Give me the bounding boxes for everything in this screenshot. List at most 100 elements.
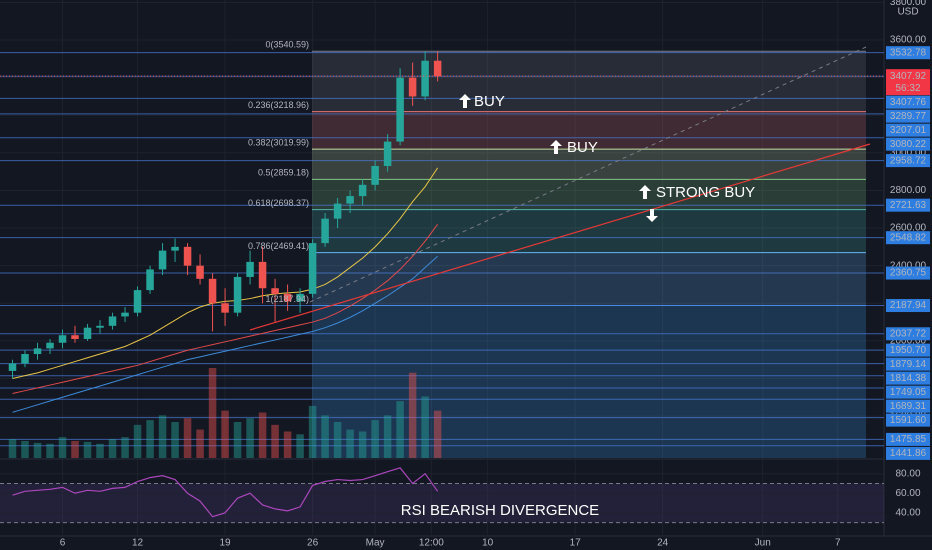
x-tick-label: May bbox=[366, 538, 385, 549]
countdown: 56:32 bbox=[895, 83, 920, 94]
x-tick-label: 12 bbox=[132, 538, 144, 549]
volume-bar bbox=[158, 415, 167, 458]
price-level-badge bbox=[886, 299, 930, 313]
x-tick-label: 26 bbox=[307, 538, 319, 549]
volume-bar bbox=[308, 405, 317, 458]
currency-label: USD bbox=[897, 7, 918, 18]
current-price: 3407.92 bbox=[890, 71, 927, 82]
x-tick-label: 12:00 bbox=[419, 538, 444, 549]
volume-bar bbox=[433, 410, 442, 458]
price-level-label: 3407.76 bbox=[890, 97, 927, 108]
current-price-badge bbox=[886, 69, 930, 96]
candle-body bbox=[433, 60, 442, 77]
volume-bar bbox=[108, 439, 117, 458]
candle-body bbox=[8, 363, 17, 371]
fib-label: 0.786(2469.41) bbox=[248, 241, 309, 251]
rsi-line bbox=[12, 467, 439, 518]
fib-label: 0.382(3019.99) bbox=[248, 137, 309, 147]
up-arrow bbox=[550, 140, 562, 154]
price-level-label: 2187.94 bbox=[890, 300, 927, 311]
fib-zone bbox=[312, 305, 866, 458]
y-tick-label: 2000.00 bbox=[890, 336, 927, 347]
volume-bar bbox=[33, 442, 42, 458]
candle-body bbox=[108, 316, 117, 326]
x-tick-label: 6 bbox=[60, 538, 66, 549]
volume-bar bbox=[321, 415, 329, 458]
candle-body bbox=[46, 342, 54, 349]
price-level-label: 1814.38 bbox=[890, 373, 927, 384]
fib-label: 0.5(2859.18) bbox=[258, 168, 309, 178]
candle-body bbox=[221, 303, 229, 313]
up-arrow bbox=[459, 94, 471, 108]
candle-body bbox=[308, 243, 317, 294]
volume-bar bbox=[258, 412, 267, 458]
price-level-badge bbox=[886, 46, 930, 60]
price-level-badge bbox=[886, 413, 930, 427]
y-tick-label: 3000.00 bbox=[890, 147, 927, 158]
volume-bar bbox=[146, 420, 154, 458]
price-level-badge bbox=[886, 327, 930, 341]
y-tick-label: 2800.00 bbox=[890, 185, 927, 196]
y-tick-label: 2600.00 bbox=[890, 223, 927, 234]
price-level-badge bbox=[886, 123, 930, 137]
volume-bar bbox=[8, 439, 17, 458]
volume-bar bbox=[221, 410, 229, 458]
x-tick-label: 24 bbox=[657, 538, 669, 549]
candle-body bbox=[121, 312, 129, 317]
rsi-tick-label: 60.00 bbox=[895, 488, 920, 499]
volume-bar bbox=[383, 415, 392, 458]
volume-bar bbox=[121, 437, 129, 458]
rsi-tick-label: 40.00 bbox=[895, 507, 920, 518]
volume-bar bbox=[171, 422, 179, 458]
volume-bar bbox=[421, 396, 429, 458]
x-tick-label: 19 bbox=[220, 538, 232, 549]
volume-bar bbox=[196, 429, 204, 458]
price-level-badge bbox=[886, 371, 930, 385]
fib-zone bbox=[312, 111, 866, 150]
price-level-badge bbox=[886, 343, 930, 357]
fib-label: 1(2187.94) bbox=[265, 294, 309, 304]
candle-body bbox=[33, 348, 42, 355]
x-tick-label: 7 bbox=[835, 538, 841, 549]
candle-body bbox=[271, 288, 279, 294]
rsi-band bbox=[0, 483, 884, 523]
volume-bar bbox=[208, 368, 217, 458]
mid-layer bbox=[8, 51, 442, 518]
annotation: BUY bbox=[567, 139, 598, 156]
annotation: RSI BEARISH DIVERGENCE bbox=[401, 502, 599, 519]
price-level-label: 1749.05 bbox=[890, 387, 927, 398]
volume-bar bbox=[71, 440, 79, 458]
candle-body bbox=[246, 261, 254, 277]
volume-bar bbox=[371, 420, 379, 458]
price-level-badge bbox=[886, 231, 930, 245]
price-level-label: 2721.63 bbox=[890, 200, 927, 211]
candle-body bbox=[421, 60, 429, 97]
candle-body bbox=[296, 293, 304, 302]
fib-label: 0.618(2698.37) bbox=[248, 198, 309, 208]
price-level-badge bbox=[886, 266, 930, 280]
volume-bar bbox=[358, 431, 367, 458]
price-level-badge bbox=[886, 399, 930, 413]
price-level-badge bbox=[886, 137, 930, 151]
fib-zone bbox=[312, 252, 866, 306]
price-level-label: 3289.77 bbox=[890, 111, 927, 122]
x-tick-label: 17 bbox=[570, 538, 582, 549]
price-level-label: 2548.82 bbox=[890, 232, 927, 243]
candle-body bbox=[321, 218, 329, 244]
fib-zone bbox=[312, 209, 866, 253]
price-level-label: 3207.01 bbox=[890, 125, 927, 136]
candle-body bbox=[383, 141, 392, 167]
price-level-label: 1950.70 bbox=[890, 345, 927, 356]
trend-line bbox=[309, 46, 867, 303]
price-level-label: 3532.78 bbox=[890, 47, 927, 58]
x-tick-label: Jun bbox=[755, 538, 771, 549]
y-tick-label: 3600.00 bbox=[890, 35, 927, 46]
volume-bar bbox=[46, 443, 54, 458]
fib-zone bbox=[312, 179, 866, 210]
annotation: STRONG BUY bbox=[656, 184, 755, 201]
volume-bar bbox=[296, 434, 304, 458]
fib-zone bbox=[312, 51, 866, 112]
